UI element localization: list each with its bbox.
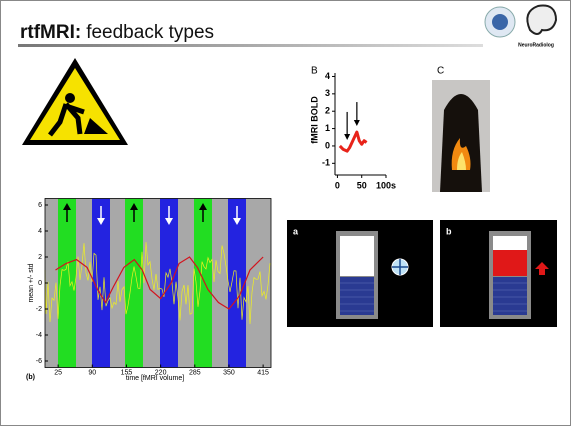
logo-text: NeuroRadiolog — [518, 42, 554, 48]
x-tick-label: 0 — [335, 180, 340, 190]
title-rest: feedback types — [86, 22, 214, 43]
y-tick-label: 1 — [325, 123, 330, 133]
title-underline — [18, 44, 483, 47]
title-bold: rtfMRI: — [20, 22, 81, 43]
y-tick-label: -6 — [36, 358, 42, 365]
y-tick-label: 2 — [325, 106, 330, 116]
figure-b-y-label: fMRI BOLD — [309, 96, 319, 144]
y-tick-label: 2 — [38, 254, 42, 261]
y-tick-label: -2 — [36, 306, 42, 313]
x-tick-label: 50 — [357, 180, 367, 190]
x-tick-label: 90 — [88, 369, 96, 376]
y-tick-label: 4 — [325, 71, 330, 81]
cave — [440, 94, 482, 192]
thermometer-a: a — [287, 220, 433, 327]
rest-block — [194, 199, 212, 368]
y-tick-label: 6 — [38, 202, 42, 209]
y-tick-label: 3 — [325, 88, 330, 98]
y-tick-label: 4 — [38, 228, 42, 235]
figure-c-label: C — [437, 66, 444, 77]
x-tick-label: 415 — [257, 369, 269, 376]
y-tick-label: -1 — [322, 158, 330, 168]
x-tick-label: 285 — [189, 369, 201, 376]
rest-block — [58, 199, 76, 368]
x-tick-label: 100s — [376, 180, 396, 190]
logo-1-core — [492, 14, 508, 30]
timecourse-y-label: mean +/- std — [28, 263, 35, 302]
panel-b-label: b — [446, 226, 452, 236]
figure-b-label: B — [311, 66, 318, 77]
slide: rtfMRI:feedback types NeuroRadiolog B fM… — [0, 0, 571, 426]
x-tick-label: 25 — [54, 369, 62, 376]
y-tick-label: 0 — [325, 140, 330, 150]
slide-title: rtfMRI:feedback types — [20, 22, 214, 43]
timecourse-x-label: time [fMRI volume] — [126, 375, 184, 382]
thermometer-b: b — [440, 220, 557, 327]
y-tick-label: -4 — [36, 332, 42, 339]
timecourse-panel-label: (b) — [26, 374, 35, 381]
x-tick-label: 350 — [223, 369, 235, 376]
y-tick-label: 0 — [38, 280, 42, 287]
